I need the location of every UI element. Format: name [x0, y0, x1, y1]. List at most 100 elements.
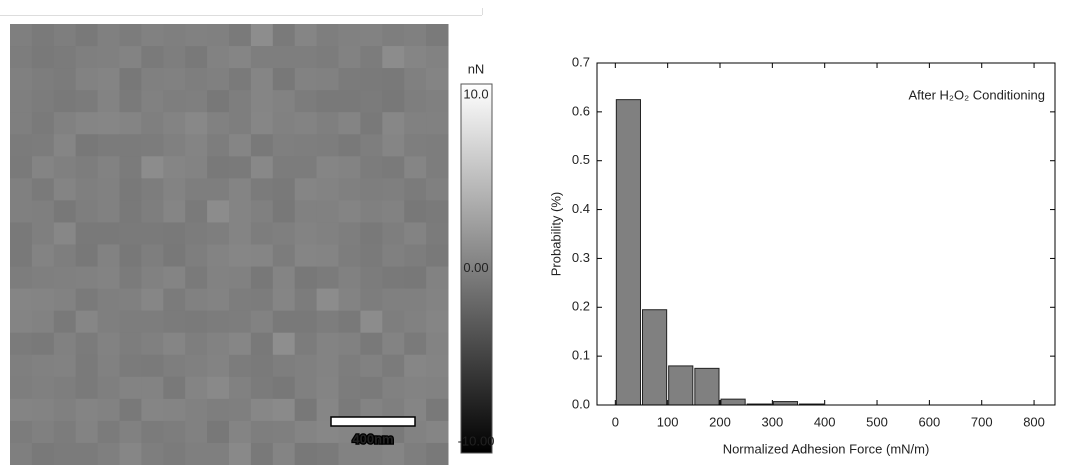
afm-pixel: [316, 156, 339, 179]
afm-pixel: [207, 200, 230, 223]
afm-pixel: [53, 134, 77, 157]
afm-pixel: [163, 420, 186, 444]
afm-pixel: [141, 112, 164, 135]
afm-pixel: [338, 266, 361, 290]
bar: [694, 367, 720, 406]
afm-pixel: [119, 200, 142, 223]
afm-pixel: [250, 46, 274, 69]
afm-pixel: [207, 222, 230, 245]
afm-pixel: [10, 222, 33, 245]
afm-pixel: [316, 24, 339, 47]
afm-pixel: [141, 288, 164, 312]
afm-pixel: [97, 156, 120, 179]
afm-pixel: [185, 420, 208, 444]
afm-pixel: [97, 332, 120, 356]
afm-pixel: [97, 398, 120, 422]
afm-pixel: [382, 288, 405, 312]
afm-pixel: [163, 310, 186, 334]
y-axis-label: Probability (%): [548, 192, 563, 277]
afm-pixel: [316, 200, 339, 223]
afm-pixel: [250, 398, 274, 422]
colorbar: [460, 83, 493, 454]
afm-pixel: [426, 332, 449, 356]
afm-pixel: [294, 398, 318, 422]
afm-pixel: [53, 266, 77, 290]
afm-pixel: [31, 200, 55, 223]
afm-pixel: [75, 46, 99, 69]
afm-pixel: [382, 332, 405, 356]
afm-pixel: [404, 222, 427, 245]
afm-pixel: [360, 90, 383, 113]
afm-pixel: [272, 112, 296, 135]
afm-pixel: [75, 90, 99, 113]
afm-pixel: [207, 90, 230, 113]
afm-pixel: [426, 68, 449, 91]
afm-pixel: [272, 310, 296, 334]
afm-pixel: [207, 398, 230, 422]
y-tick-label: 0.5: [572, 152, 590, 167]
y-tick-label: 0.3: [572, 250, 590, 265]
x-tick-label: 600: [919, 414, 941, 429]
afm-pixel: [360, 68, 383, 91]
afm-pixel: [316, 398, 339, 422]
afm-pixel: [338, 134, 361, 157]
afm-pixel: [404, 134, 427, 157]
afm-pixel: [163, 266, 186, 290]
afm-pixel: [338, 288, 361, 312]
afm-pixel: [163, 112, 186, 135]
afm-pixel: [426, 24, 449, 47]
afm-pixel: [119, 222, 142, 245]
x-axis-label: Normalized Adhesion Force (mN/m): [723, 441, 930, 456]
y-tick-label: 0.7: [572, 54, 590, 69]
afm-pixel: [294, 112, 318, 135]
afm-pixel: [294, 222, 318, 245]
afm-pixel: [163, 244, 186, 268]
afm-pixel: [207, 134, 230, 157]
afm-pixel: [229, 68, 252, 91]
afm-pixel: [404, 200, 427, 223]
afm-pixel: [272, 288, 296, 312]
afm-pixel: [185, 442, 208, 465]
afm-pixel: [53, 332, 77, 356]
afm-pixel: [229, 310, 252, 334]
afm-pixel: [207, 288, 230, 312]
afm-pixel: [97, 266, 120, 290]
afm-pixel: [229, 288, 252, 312]
afm-pixel: [185, 112, 208, 135]
afm-pixel: [141, 200, 164, 223]
afm-pixel: [185, 178, 208, 201]
afm-pixel: [404, 398, 427, 422]
afm-pixel: [141, 310, 164, 334]
afm-pixel: [250, 24, 274, 47]
afm-pixel: [75, 376, 99, 400]
afm-pixel: [316, 266, 339, 290]
afm-pixel: [207, 178, 230, 201]
afm-pixel: [250, 156, 274, 179]
afm-pixel: [382, 156, 405, 179]
afm-pixel: [141, 266, 164, 290]
afm-pixel: [141, 420, 164, 444]
afm-pixel: [53, 24, 77, 47]
y-tick-label: 0.2: [572, 299, 590, 314]
x-tick-label: 100: [657, 414, 679, 429]
afm-pixel: [294, 200, 318, 223]
afm-pixel: [10, 288, 33, 312]
afm-pixel: [53, 156, 77, 179]
afm-pixel: [316, 134, 339, 157]
afm-pixel: [97, 310, 120, 334]
afm-pixel: [75, 112, 99, 135]
afm-pixel: [31, 266, 55, 290]
afm-pixel: [141, 332, 164, 356]
afm-pixel: [141, 178, 164, 201]
afm-pixel: [382, 24, 405, 47]
y-tick-label: 0.4: [572, 201, 590, 216]
afm-pixel: [272, 398, 296, 422]
afm-pixel: [294, 442, 318, 465]
afm-pixel: [360, 376, 383, 400]
afm-pixel: [207, 244, 230, 268]
afm-pixel: [163, 46, 186, 69]
bar: [641, 309, 668, 406]
afm-pixel: [10, 68, 33, 91]
afm-pixel: [316, 332, 339, 356]
afm-pixel: [382, 376, 405, 400]
